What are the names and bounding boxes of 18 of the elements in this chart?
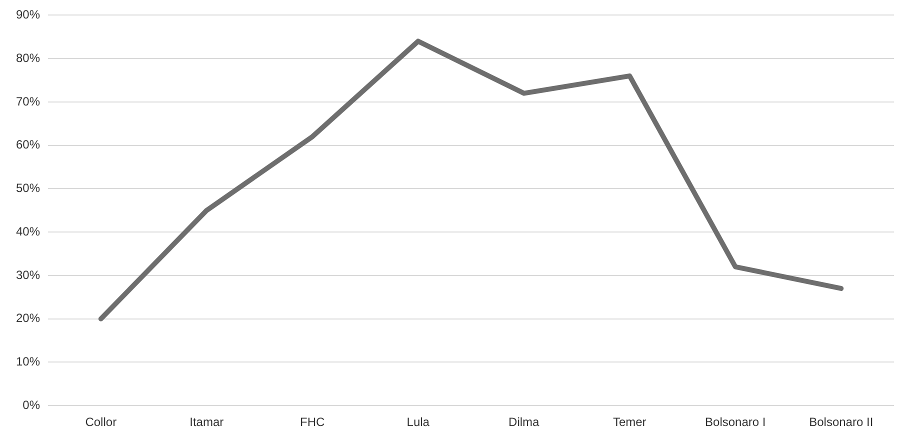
y-tick-label: 70% (16, 94, 40, 108)
x-tick-label: Lula (406, 415, 430, 430)
y-tick-label: 60% (16, 138, 40, 152)
y-tick-label: 80% (16, 50, 40, 65)
y-tick-label: 30% (16, 268, 40, 282)
x-tick-label: Bolsonaro II (809, 415, 874, 430)
y-tick-label: 50% (16, 181, 40, 196)
x-tick-label: Temer (612, 415, 646, 430)
y-tick-label: 0% (22, 398, 40, 412)
x-tick-label: Bolsonaro I (705, 415, 766, 430)
x-tick-label: Dilma (508, 415, 540, 430)
y-tick-label: 40% (16, 224, 40, 238)
y-tick-label: 90% (16, 8, 40, 22)
y-tick-label: 10% (16, 354, 40, 369)
x-tick-label: Collor (85, 415, 117, 430)
x-tick-label: FHC (300, 415, 326, 430)
y-tick-label: 20% (16, 311, 40, 326)
x-tick-label: Itamar (190, 415, 224, 430)
